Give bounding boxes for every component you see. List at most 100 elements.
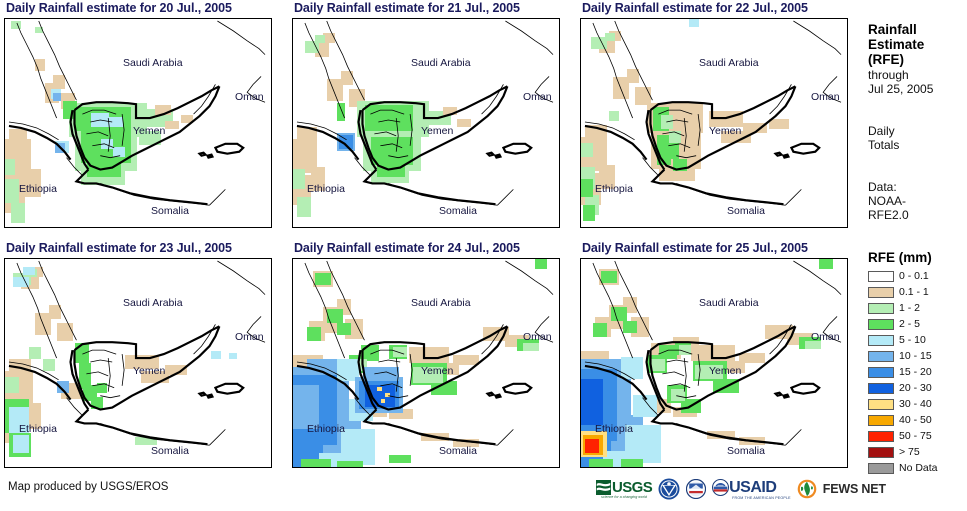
rainfall-cell (665, 143, 679, 159)
rainfall-cell (611, 307, 627, 321)
rainfall-cell (337, 103, 345, 121)
country-label-saudi-arabia: Saudi Arabia (123, 297, 183, 309)
usaid-logo-text: USAID (729, 478, 777, 496)
rainfall-cell (315, 273, 331, 285)
rainfall-cell (623, 321, 637, 333)
rainfall-cell (297, 197, 311, 217)
legend-label: 20 - 30 (899, 382, 932, 394)
map-frame[interactable]: Saudi Arabia Oman Yemen Ethiopia Somalia (292, 258, 560, 468)
rainfall-cell (307, 359, 341, 375)
rainfall-cell (9, 407, 29, 433)
rainfall-cell (57, 381, 69, 393)
usaid-logo-tagline: FROM THE AMERICAN PEOPLE (732, 495, 791, 500)
sidebar-data-label: Data: (868, 180, 897, 194)
legend-title: RFE (mm) (868, 250, 932, 265)
rainfall-cell (113, 147, 125, 157)
rainfall-cell (79, 363, 91, 389)
map-frame[interactable]: Saudi Arabia Oman Yemen Ethiopia Somalia (580, 18, 848, 228)
map-panel-2[interactable]: Daily Rainfall estimate for 21 Jul., 200… (288, 0, 569, 232)
country-label-ethiopia: Ethiopia (307, 183, 345, 195)
legend-label: 1 - 2 (899, 302, 921, 314)
map-panel-5[interactable]: Daily Rainfall estimate for 24 Jul., 200… (288, 240, 569, 472)
rainfall-cell (413, 367, 443, 383)
country-label-oman: Oman (523, 91, 552, 103)
rainfall-raster (581, 259, 847, 467)
map-panel-title: Daily Rainfall estimate for 24 Jul., 200… (294, 241, 520, 255)
noaa-logo (658, 478, 680, 500)
country-label-oman: Oman (235, 331, 264, 343)
rainfall-cell (13, 277, 29, 287)
legend-swatch (868, 430, 894, 442)
country-label-saudi-arabia: Saudi Arabia (123, 57, 183, 69)
rainfall-cell (311, 167, 325, 191)
legend-swatch (868, 414, 894, 426)
sidebar-date: Jul 25, 2005 (868, 82, 934, 96)
rainfall-cell (11, 21, 21, 29)
country-label-oman: Oman (235, 91, 264, 103)
legend-swatch (868, 382, 894, 394)
rainfall-cell (679, 345, 691, 355)
map-panel-3[interactable]: Daily Rainfall estimate for 22 Jul., 200… (576, 0, 857, 232)
country-borders (584, 260, 842, 446)
country-label-ethiopia: Ethiopia (307, 423, 345, 435)
map-panel-title: Daily Rainfall estimate for 20 Jul., 200… (6, 1, 232, 15)
legend-item: 0 - 0.1 (868, 268, 967, 284)
sidebar-totals-line2: Totals (868, 138, 900, 152)
rainfall-cell (805, 341, 821, 349)
rainfall-cell (135, 437, 157, 445)
legend-label: 0 - 0.1 (899, 270, 929, 282)
country-label-oman: Oman (811, 331, 840, 343)
rainfall-cell (165, 121, 179, 129)
legend-item: 20 - 30 (868, 380, 967, 396)
rainfall-cell (23, 267, 35, 275)
map-frame[interactable]: Saudi Arabia Oman Yemen Ethiopia Somalia (580, 258, 848, 468)
rainfall-cell (409, 347, 449, 363)
rainfall-cell (337, 323, 351, 335)
map-frame[interactable]: Saudi Arabia Oman Yemen Ethiopia Somalia (4, 258, 272, 468)
rainfall-cell (165, 365, 187, 375)
map-frame[interactable]: Saudi Arabia Oman Yemen Ethiopia Somalia (4, 18, 272, 228)
rainfall-cell (609, 111, 619, 121)
legend-label: 5 - 10 (899, 334, 926, 346)
legend-item: 30 - 40 (868, 396, 967, 412)
rfe-legend: RFE (mm) 0 - 0.1 0.1 - 1 1 - 2 2 - 5 5 - 10 1… (868, 250, 967, 476)
rainfall-cell (381, 399, 385, 403)
country-label-saudi-arabia: Saudi Arabia (699, 57, 759, 69)
fewsnet-globe-icon (797, 479, 817, 499)
country-label-saudi-arabia: Saudi Arabia (699, 297, 759, 309)
rainfall-cell (337, 461, 363, 467)
sidebar-title-line1: Rainfall (868, 22, 917, 37)
rainfall-cell (229, 353, 237, 359)
legend-swatch (868, 302, 894, 314)
sidebar-data-source-line1: NOAA- (868, 194, 907, 208)
rainfall-cell (155, 105, 171, 115)
usgs-logo-tagline: science for a changing world (601, 495, 647, 499)
usgs-logo: USGS science for a changing world (596, 479, 653, 499)
agency-logos: USGS science for a changing world USAID (596, 478, 886, 500)
rainfall-cell (49, 305, 61, 319)
rainfall-cell (457, 119, 471, 127)
country-label-oman: Oman (811, 91, 840, 103)
map-frame[interactable]: Saudi Arabia Oman Yemen Ethiopia Somalia (292, 18, 560, 228)
map-panel-4[interactable]: Daily Rainfall estimate for 23 Jul., 200… (0, 240, 281, 472)
map-panel-6[interactable]: Daily Rainfall estimate for 25 Jul., 200… (576, 240, 857, 472)
country-label-ethiopia: Ethiopia (595, 423, 633, 435)
rainfall-cell (53, 93, 61, 101)
legend-swatch (868, 286, 894, 298)
rainfall-cell (651, 359, 665, 371)
legend-label: No Data (899, 462, 938, 474)
sidebar-totals-line1: Daily (868, 124, 895, 138)
rainfall-cell (305, 41, 319, 53)
legend-item: 40 - 50 (868, 412, 967, 428)
rainfall-cell (43, 359, 55, 371)
country-label-yemen: Yemen (133, 125, 166, 137)
sidebar-title-line3: (RFE) (868, 52, 904, 67)
rainfall-cell (689, 19, 699, 27)
rainfall-cell (11, 203, 25, 223)
rainfall-raster (293, 259, 559, 467)
rainfall-cell (301, 459, 331, 467)
country-label-ethiopia: Ethiopia (19, 423, 57, 435)
map-panel-1[interactable]: Daily Rainfall estimate for 20 Jul., 200… (0, 0, 281, 232)
legend-swatch (868, 334, 894, 346)
country-label-somalia: Somalia (151, 445, 189, 457)
